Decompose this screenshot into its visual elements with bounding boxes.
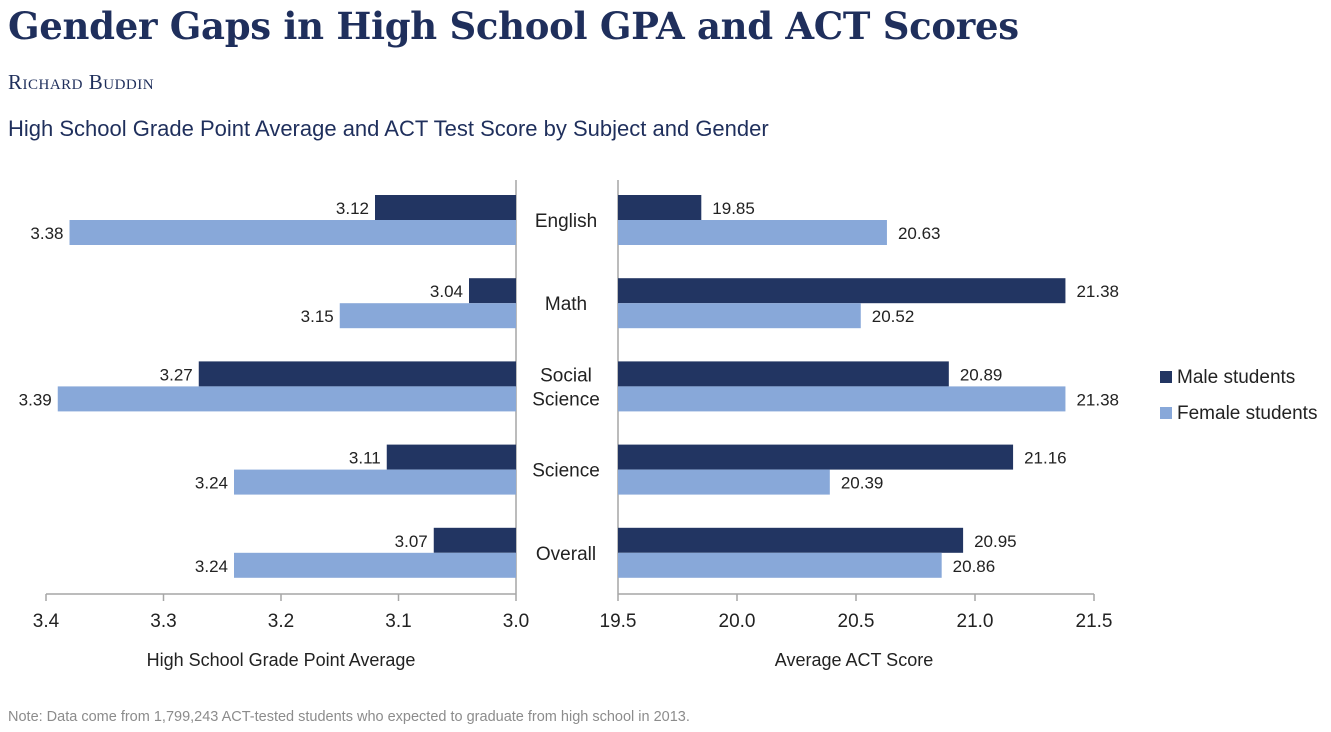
gpa-tick-label: 3.2 [268, 611, 294, 632]
gpa-value-label: 3.24 [195, 474, 228, 493]
act-bar-male-overall [618, 527, 964, 553]
act-bar-female-overall [618, 552, 942, 578]
act-bar-male-social-science [618, 361, 949, 387]
act-bar-male-science [618, 444, 1014, 470]
act-bar-female-social-science [618, 386, 1066, 412]
gpa-tick-label: 3.3 [150, 611, 176, 632]
gpa-bar-female-science [234, 469, 516, 495]
category-label-math: Math [545, 294, 587, 315]
act-value-label: 20.86 [953, 557, 996, 576]
act-value-label: 21.38 [1076, 282, 1119, 301]
act-tick-label: 19.5 [600, 611, 637, 632]
gpa-value-label: 3.04 [430, 282, 463, 301]
legend-swatch-male [1160, 371, 1172, 383]
data-note: Note: Data come from 1,799,243 ACT-teste… [8, 709, 690, 725]
legend-label-male: Male students [1177, 367, 1295, 388]
gpa-bar-male-english [375, 195, 516, 220]
act-axis-title: Average ACT Score [775, 650, 933, 670]
act-bar-male-math [618, 278, 1066, 304]
gpa-bar-male-social-science [198, 361, 516, 387]
gpa-bar-female-overall [234, 552, 516, 578]
act-value-label: 21.38 [1076, 390, 1119, 409]
gpa-tick-label: 3.4 [33, 611, 60, 632]
gpa-value-label: 3.11 [349, 449, 381, 468]
act-value-label: 20.39 [841, 474, 884, 493]
act-value-label: 20.52 [872, 307, 915, 326]
act-tick-label: 20.5 [838, 611, 875, 632]
author-name: Richard Buddin [8, 70, 155, 94]
gpa-value-label: 3.24 [195, 557, 228, 576]
gpa-tick-label: 3.0 [503, 611, 529, 632]
act-value-label: 20.89 [960, 365, 1003, 384]
gpa-value-label: 3.38 [30, 224, 63, 243]
category-label-social-science: Social [540, 365, 592, 386]
gpa-bar-female-english [69, 220, 516, 245]
act-tick-label: 20.0 [719, 611, 756, 632]
act-tick-label: 21.5 [1076, 611, 1113, 632]
act-value-label: 20.95 [974, 532, 1017, 551]
category-label-english: English [535, 211, 597, 232]
act-tick-label: 21.0 [957, 611, 994, 632]
act-value-label: 19.85 [712, 199, 755, 218]
gpa-value-label: 3.15 [301, 307, 334, 326]
legend-label-female: Female students [1177, 403, 1317, 424]
act-bar-female-english [618, 220, 887, 245]
gpa-bar-male-overall [433, 527, 516, 553]
gpa-value-label: 3.12 [336, 199, 369, 218]
gpa-bar-male-math [469, 278, 516, 304]
gpa-bar-female-math [339, 303, 516, 329]
chart-title: Gender Gaps in High School GPA and ACT S… [8, 4, 1019, 48]
gpa-bar-male-science [386, 444, 516, 470]
chart-subtitle: High School Grade Point Average and ACT … [8, 116, 769, 141]
gpa-value-label: 3.39 [19, 390, 52, 409]
act-bar-female-science [618, 469, 830, 495]
gpa-axis-title: High School Grade Point Average [147, 650, 416, 670]
legend-swatch-female [1160, 407, 1172, 419]
gpa-bar-female-social-science [57, 386, 516, 412]
category-label-social-science: Science [532, 389, 600, 410]
gpa-value-label: 3.07 [395, 532, 428, 551]
category-label-overall: Overall [536, 544, 596, 565]
gpa-tick-label: 3.1 [385, 611, 411, 632]
category-label-science: Science [532, 461, 600, 482]
act-value-label: 21.16 [1024, 449, 1067, 468]
gpa-value-label: 3.27 [160, 365, 193, 384]
act-bar-female-math [618, 303, 861, 329]
gender-gap-chart: 3.4 3.3 3.2 3.1 3.0 19.5 20.0 20.5 21.0 21.5 High … [19, 180, 1317, 670]
act-bar-male-english [618, 195, 702, 220]
act-value-label: 20.63 [898, 224, 941, 243]
